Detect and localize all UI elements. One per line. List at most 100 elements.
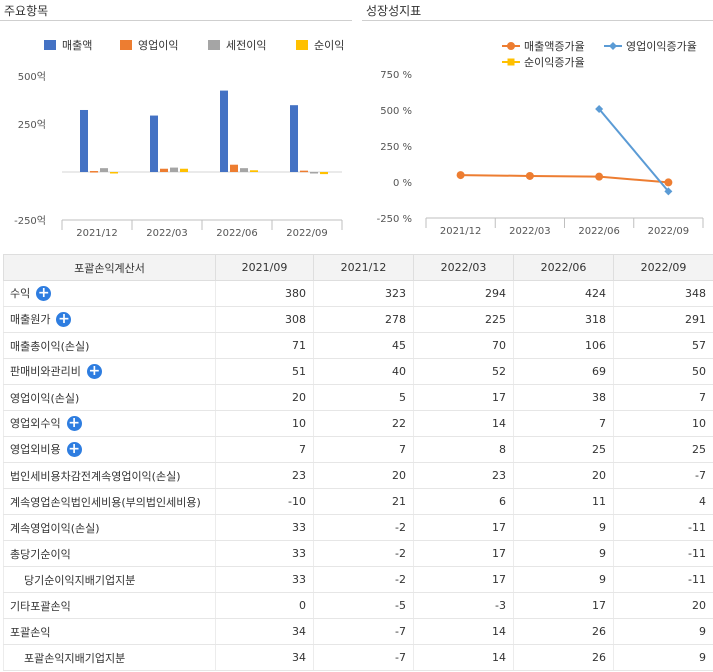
table-cell: 20 bbox=[215, 384, 314, 411]
table-cell: 10 bbox=[613, 410, 713, 437]
line-chart: 750 % 500 % 250 % 0 % -250 % 2021/12 2022/03 20… bbox=[377, 40, 704, 237]
bar bbox=[160, 168, 168, 172]
table-cell: -11 bbox=[613, 566, 713, 593]
table-row: 매출원가 +308 278 225 318 291 bbox=[3, 306, 713, 333]
bar bbox=[250, 170, 258, 172]
x-tick-label: 2022/06 bbox=[578, 226, 620, 237]
table-cell: 9 bbox=[613, 618, 713, 645]
bar bbox=[180, 168, 188, 172]
table-cell: 7 bbox=[313, 436, 414, 463]
bar bbox=[290, 105, 298, 172]
data-point bbox=[664, 178, 673, 187]
table-cell: 308 bbox=[215, 306, 314, 333]
expand-plus-icon[interactable]: + bbox=[66, 414, 82, 431]
row-label-text: 포괄손익 bbox=[10, 625, 51, 639]
table-cell: 9 bbox=[513, 566, 614, 593]
legend-marker bbox=[507, 42, 515, 50]
left-panel-title: 주요항목 bbox=[4, 4, 49, 18]
table-cell: 9 bbox=[513, 514, 614, 541]
bar bbox=[320, 172, 328, 175]
row-label-text: 판매비와관리비 bbox=[10, 365, 81, 379]
row-label-text: 계속영업이익(손실) bbox=[10, 521, 100, 535]
expand-plus-icon[interactable]: + bbox=[66, 440, 82, 457]
legend-label: 순이익 bbox=[314, 39, 344, 52]
table-cell: 26 bbox=[513, 618, 614, 645]
table-cell: 33 bbox=[215, 514, 314, 541]
row-label: 계속영업손익법인세비용(부의법인세비용) bbox=[3, 488, 216, 515]
table-cell: 33 bbox=[215, 540, 314, 567]
table-row: 계속영업이익(손실) 33 -2 17 9 -11 bbox=[3, 514, 713, 541]
table-cell: 7 bbox=[215, 436, 314, 463]
row-label: 영업외비용 + bbox=[3, 436, 216, 463]
legend-swatch bbox=[208, 40, 220, 50]
row-label: 매출원가 + bbox=[3, 306, 216, 333]
table-row: 매출총이익(손실) 71 45 70 106 57 bbox=[3, 332, 713, 359]
table-row: 영업외수익 +10 22 14 7 10 bbox=[3, 410, 713, 437]
table-cell: 17 bbox=[413, 540, 514, 567]
bar bbox=[240, 168, 248, 172]
table-cell: 17 bbox=[413, 514, 514, 541]
row-label-text: 영업외수익 bbox=[10, 417, 61, 431]
legend-label: 영업이익증가율 bbox=[626, 40, 697, 53]
bar bbox=[150, 115, 158, 172]
table-cell: -2 bbox=[313, 514, 414, 541]
row-label-text: 당기순이익지배기업지분 bbox=[24, 573, 136, 587]
table-cell: 23 bbox=[413, 462, 514, 489]
expand-plus-icon[interactable]: + bbox=[56, 310, 72, 327]
x-tick-label: 2022/03 bbox=[146, 228, 188, 239]
legend-marker bbox=[609, 42, 617, 50]
row-label: 영업외수익 + bbox=[3, 410, 216, 437]
row-label: 포괄손익지배기업지분 bbox=[3, 644, 216, 671]
row-label-text: 영업외비용 bbox=[10, 443, 61, 457]
bar bbox=[80, 109, 88, 172]
table-cell: 40 bbox=[313, 358, 414, 385]
expand-plus-icon[interactable]: + bbox=[36, 284, 52, 301]
table-cell: 278 bbox=[313, 306, 414, 333]
table-row: 계속영업손익법인세비용(부의법인세비용) -10 21 6 11 4 bbox=[3, 488, 713, 515]
legend-swatch bbox=[120, 40, 132, 50]
table-cell: -2 bbox=[313, 566, 414, 593]
bar bbox=[310, 172, 318, 174]
table-cell: 14 bbox=[413, 644, 514, 671]
table-cell: 26 bbox=[513, 644, 614, 671]
table-cell: 23 bbox=[215, 462, 314, 489]
table-cell: 106 bbox=[513, 332, 614, 359]
legend-label: 순이익증가율 bbox=[524, 56, 585, 69]
table-cell: -7 bbox=[313, 644, 414, 671]
series-line bbox=[598, 108, 670, 193]
table-cell: 33 bbox=[215, 566, 314, 593]
legend-label: 영업이익 bbox=[138, 39, 178, 52]
bar bbox=[100, 168, 108, 172]
table-cell: 51 bbox=[215, 358, 314, 385]
legend-label: 세전이익 bbox=[226, 39, 266, 52]
series-line bbox=[460, 174, 669, 184]
table-cell: 291 bbox=[613, 306, 713, 333]
row-label-text: 매출총이익(손실) bbox=[10, 339, 90, 353]
table-cell: 20 bbox=[613, 592, 713, 619]
expand-plus-icon[interactable]: + bbox=[86, 362, 102, 379]
table-cell: -5 bbox=[313, 592, 414, 619]
x-tick-label: 2022/06 bbox=[216, 228, 258, 239]
data-point bbox=[595, 104, 604, 113]
row-label-text: 영업이익(손실) bbox=[10, 391, 80, 405]
bar bbox=[230, 164, 238, 172]
table-cell: 20 bbox=[313, 462, 414, 489]
y-tick-label: 0 % bbox=[393, 178, 412, 189]
table-cell: 10 bbox=[215, 410, 314, 437]
table-cell: 424 bbox=[513, 280, 614, 307]
table-cell: 5 bbox=[313, 384, 414, 411]
row-label-text: 계속영업손익법인세비용(부의법인세비용) bbox=[10, 495, 201, 509]
right-panel-divider bbox=[362, 20, 713, 21]
table-cell: 22 bbox=[313, 410, 414, 437]
table-cell: 69 bbox=[513, 358, 614, 385]
bar-chart: 500억 250억 -250억 2021/12 2022/03 2022/06 2022/0… bbox=[14, 39, 344, 239]
y-tick-label: 750 % bbox=[380, 70, 412, 81]
y-tick-label: -250 % bbox=[377, 214, 412, 225]
table-cell: 7 bbox=[513, 410, 614, 437]
table-cell: 7 bbox=[613, 384, 713, 411]
row-label: 영업이익(손실) bbox=[3, 384, 216, 411]
legend-label: 매출액 bbox=[62, 39, 92, 52]
table-row: 영업외비용 +7 7 8 25 25 bbox=[3, 436, 713, 463]
row-label-text: 수익 bbox=[10, 287, 31, 301]
bar bbox=[300, 170, 308, 173]
